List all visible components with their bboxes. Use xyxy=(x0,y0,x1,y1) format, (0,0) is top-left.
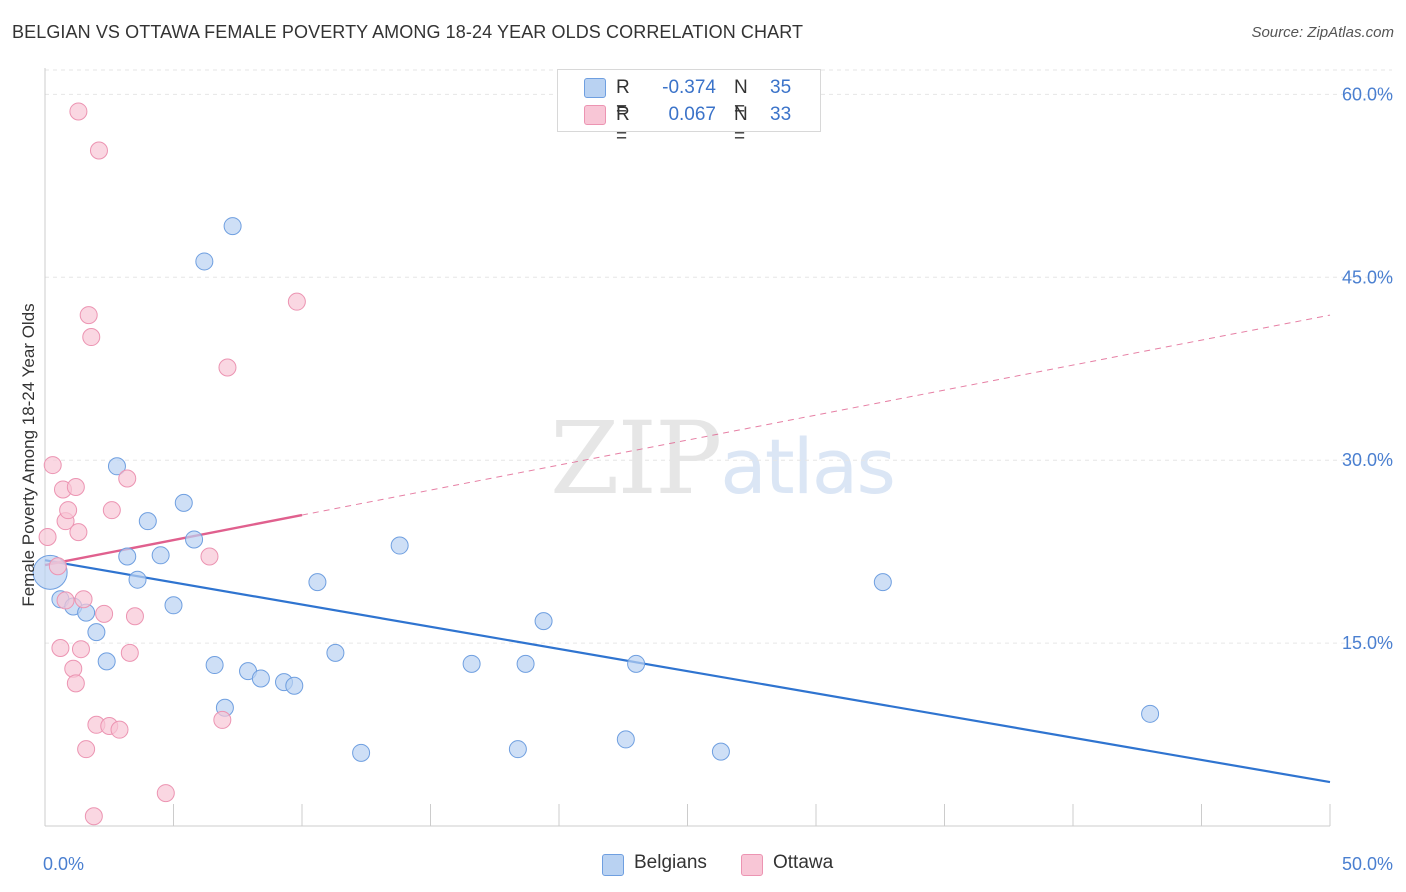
ottawa-point xyxy=(51,638,70,657)
n-label: N = xyxy=(734,77,748,120)
ottawa-point xyxy=(71,640,90,659)
x-tick-labels: 0.0% 50.0% xyxy=(43,854,1393,874)
r-label: R = xyxy=(616,77,630,120)
n-label: N = xyxy=(734,104,748,147)
ottawa-point xyxy=(69,102,88,121)
ottawa-point xyxy=(84,807,103,826)
belgians-legend-label: Belgians xyxy=(634,852,707,873)
ottawa-legend-label: Ottawa xyxy=(773,852,834,873)
belgians-point xyxy=(97,652,116,671)
belgians-point xyxy=(390,536,409,555)
belgians-point xyxy=(326,643,345,662)
belgians-point xyxy=(616,730,635,749)
belgians-point xyxy=(251,669,270,688)
source-label: Source: ZipAtlas.com xyxy=(1251,24,1394,41)
watermark: ZIPatlas xyxy=(550,400,896,517)
n-value: 33 xyxy=(770,104,792,125)
y-axis-label: Female Poverty Among 18-24 Year Olds xyxy=(19,303,38,606)
ottawa-point xyxy=(110,720,129,739)
axes xyxy=(44,68,1331,827)
n-value: 35 xyxy=(770,77,792,98)
ottawa-point xyxy=(66,674,85,693)
ottawa-point xyxy=(200,547,219,566)
ottawa-point xyxy=(59,501,78,520)
belgians-point xyxy=(164,596,183,615)
belgians-point xyxy=(1141,704,1160,723)
r-value: 0.067 xyxy=(668,104,716,125)
ottawa-point xyxy=(69,523,88,542)
correlation-legend: R = -0.374 N = 35 R = 0.067 N = 33 xyxy=(557,69,821,147)
belgians-point xyxy=(308,573,327,592)
grid-lines xyxy=(45,69,1392,644)
y-tick-label: 45.0% xyxy=(1342,267,1393,287)
belgians-point xyxy=(516,654,535,673)
belgians-trend-line xyxy=(44,559,1331,784)
ottawa-point xyxy=(43,456,62,475)
y-tick-label: 30.0% xyxy=(1342,450,1393,470)
ottawa-point xyxy=(38,528,57,547)
ottawa-point xyxy=(82,328,101,347)
ottawa-point xyxy=(287,292,306,311)
watermark-zip: ZIP xyxy=(550,400,722,517)
ottawa-point xyxy=(213,710,232,729)
ottawa-point xyxy=(77,740,96,759)
belgians-point xyxy=(205,656,224,675)
ottawa-swatch xyxy=(584,105,606,125)
ottawa-point xyxy=(218,358,237,377)
belgians-point xyxy=(185,530,204,549)
belgians-point xyxy=(107,457,126,476)
belgians-point xyxy=(174,493,193,512)
ottawa-point xyxy=(56,591,75,610)
belgians-point xyxy=(534,612,553,631)
watermark-atlas: atlas xyxy=(720,422,896,511)
belgians-point xyxy=(627,654,646,673)
y-tick-label: 15.0% xyxy=(1342,633,1393,653)
r-value: -0.374 xyxy=(662,77,716,98)
ottawa-point xyxy=(48,557,67,576)
ottawa-point xyxy=(102,501,121,520)
ottawa-point xyxy=(79,306,98,325)
belgians-point xyxy=(138,512,157,531)
y-tick-labels: 15.0% 30.0% 45.0% 60.0% xyxy=(1342,84,1393,653)
belgians-point xyxy=(223,217,242,236)
belgians-point xyxy=(462,654,481,673)
x-tick-label-start: 0.0% xyxy=(43,854,84,874)
r-label: R = xyxy=(616,104,630,147)
ottawa-point xyxy=(66,478,85,497)
ottawa-point xyxy=(89,141,108,160)
belgians-point xyxy=(352,743,371,762)
belgians-point xyxy=(285,676,304,695)
belgians-point xyxy=(87,623,106,642)
chart-title: BELGIAN VS OTTAWA FEMALE POVERTY AMONG 1… xyxy=(12,22,804,42)
ottawa-point xyxy=(64,659,83,678)
ottawa-point xyxy=(74,590,93,609)
y-tick-label: 60.0% xyxy=(1342,84,1393,104)
data-points xyxy=(32,102,1160,826)
ottawa-trend-line-dashed xyxy=(301,314,1331,516)
belgians-point xyxy=(128,570,147,589)
belgians-point xyxy=(508,740,527,759)
belgians-legend-swatch xyxy=(602,854,624,876)
belgians-swatch xyxy=(584,78,606,98)
x-tick-label-end: 50.0% xyxy=(1342,854,1393,874)
trend-lines xyxy=(44,314,1331,784)
ottawa-trend-line xyxy=(44,513,303,567)
ottawa-legend-swatch xyxy=(741,854,763,876)
belgians-point xyxy=(873,573,892,592)
ottawa-point xyxy=(125,607,144,626)
belgians-point xyxy=(195,252,214,271)
ottawa-point xyxy=(120,643,139,662)
ottawa-point xyxy=(118,469,137,488)
ottawa-point xyxy=(95,604,114,623)
belgians-point xyxy=(118,547,137,566)
belgians-point xyxy=(711,742,730,761)
belgians-point xyxy=(151,546,170,565)
ottawa-point xyxy=(156,784,175,803)
